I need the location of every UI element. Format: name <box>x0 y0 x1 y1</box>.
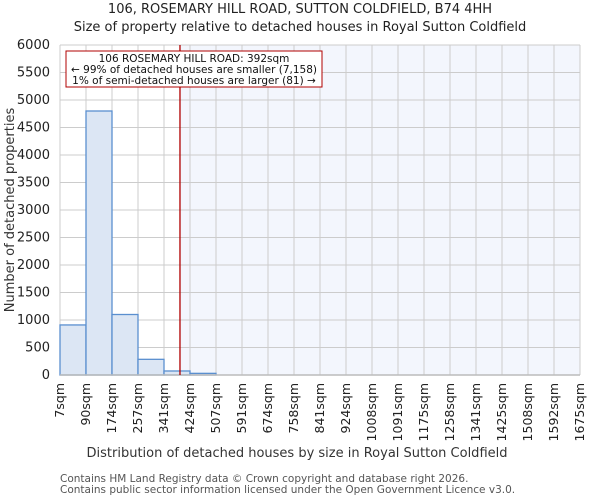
x-tick-label: 1675sqm <box>572 383 587 441</box>
x-tick-label: 90sqm <box>78 383 93 426</box>
y-tick-label: 5500 <box>17 66 50 81</box>
x-tick-label: 341sqm <box>156 383 171 433</box>
y-axis-label: Number of detached properties <box>3 108 18 313</box>
x-tick-label: 841sqm <box>312 383 327 433</box>
footer-licence: Contains public sector information licen… <box>60 484 516 496</box>
x-tick-label: 7sqm <box>52 383 67 418</box>
annotation-line-1: 106 ROSEMARY HILL ROAD: 392sqm <box>99 53 290 65</box>
y-tick-label: 4000 <box>17 148 50 163</box>
y-tick-label: 1000 <box>17 313 50 328</box>
chart-subtitle: Size of property relative to detached ho… <box>73 20 527 35</box>
y-tick-label: 500 <box>25 341 50 356</box>
y-tick-label: 6000 <box>17 38 50 53</box>
x-tick-label: 1258sqm <box>442 383 457 441</box>
y-tick-label: 2500 <box>17 231 50 246</box>
x-tick-label: 1008sqm <box>364 383 379 441</box>
x-axis-label: Distribution of detached houses by size … <box>87 446 508 461</box>
y-tick-label: 0 <box>42 368 50 383</box>
histogram-bar <box>59 324 87 376</box>
footer-copyright: Contains HM Land Registry data © Crown c… <box>60 473 469 485</box>
x-tick-label: 1508sqm <box>520 383 535 441</box>
histogram-bar <box>137 358 165 376</box>
x-tick-label: 758sqm <box>286 383 301 433</box>
x-tick-label: 924sqm <box>338 383 353 433</box>
y-tick-label: 4500 <box>17 121 50 136</box>
x-tick-label: 674sqm <box>260 383 275 433</box>
annotation-line-2: ← 99% of detached houses are smaller (7,… <box>71 64 317 76</box>
y-tick-label: 5000 <box>17 93 50 108</box>
chart-title: 106, ROSEMARY HILL ROAD, SUTTON COLDFIEL… <box>107 2 493 17</box>
y-tick-label: 3500 <box>17 176 50 191</box>
x-tick-label: 1175sqm <box>416 383 431 441</box>
x-tick-label: 1425sqm <box>494 383 509 441</box>
x-tick-label: 591sqm <box>234 383 249 433</box>
annotation-line-3: 1% of semi-detached houses are larger (8… <box>72 75 316 87</box>
histogram-chart: 0 500 1000 1500 2000 2500 3000 3500 4000 4500 5000… <box>3 38 587 461</box>
y-tick-label: 1500 <box>17 286 50 301</box>
annotation-box <box>65 50 323 88</box>
x-tick-label: 507sqm <box>208 383 223 433</box>
x-tick-label: 1091sqm <box>390 383 405 441</box>
y-tick-label: 3000 <box>17 203 50 218</box>
x-tick-label: 424sqm <box>182 383 197 433</box>
y-tick-label: 2000 <box>17 258 50 273</box>
histogram-bar <box>85 110 113 376</box>
x-tick-label: 1592sqm <box>546 383 561 441</box>
x-tick-label: 174sqm <box>104 383 119 433</box>
histogram-bar <box>111 313 139 376</box>
x-tick-label: 257sqm <box>130 383 145 433</box>
x-tick-label: 1341sqm <box>468 383 483 441</box>
